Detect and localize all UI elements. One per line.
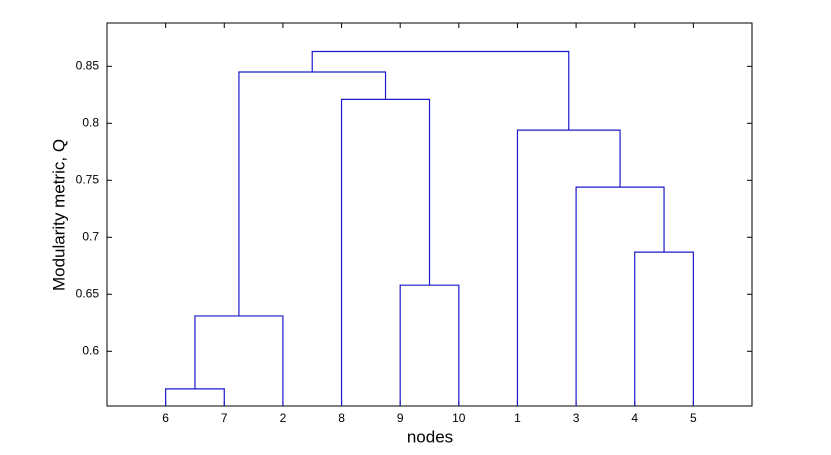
x-tick-label: 9 (397, 411, 404, 425)
dendrogram-link (399, 284, 460, 406)
x-tick-label: 7 (221, 411, 228, 425)
x-tick-label: 6 (162, 411, 169, 425)
y-tick-label: 0.7 (82, 229, 99, 243)
dendrogram-link (165, 388, 225, 406)
y-axis-title: Modularity metric, Q (49, 139, 68, 291)
x-tick-label: 2 (280, 411, 287, 425)
x-tick-label: 1 (514, 411, 521, 425)
y-tick-label: 0.6 (82, 343, 99, 357)
x-tick-label: 5 (690, 411, 697, 425)
y-tick-label: 0.85 (76, 58, 100, 72)
x-tick-label: 4 (631, 411, 638, 425)
y-tick-label: 0.75 (76, 172, 100, 186)
dendrogram-link (575, 186, 665, 406)
dendrogram-link (311, 50, 570, 131)
plot-frame (106, 22, 753, 407)
dendrogram-link (238, 71, 387, 316)
y-tick-label: 0.8 (82, 115, 99, 129)
x-tick-label: 8 (338, 411, 345, 425)
x-tick-label: 10 (452, 411, 466, 425)
x-tick-label: 3 (573, 411, 580, 425)
y-tick-label: 0.65 (76, 286, 100, 300)
dendrogram-link (516, 129, 621, 406)
x-axis-title: nodes (407, 427, 453, 446)
